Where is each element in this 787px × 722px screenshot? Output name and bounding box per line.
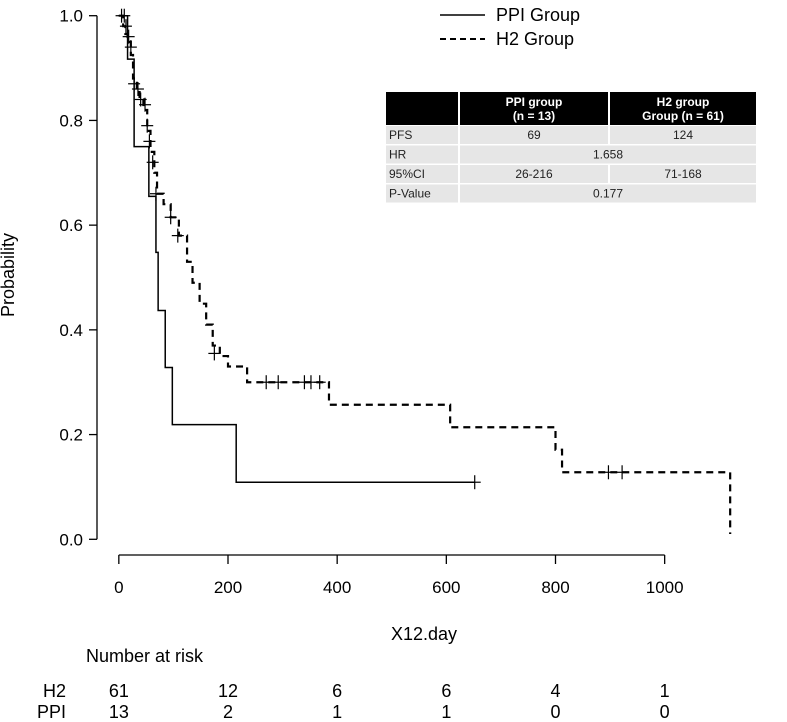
risk-count: 6 <box>332 681 342 701</box>
y-axis: 0.0 0.2 0.4 0.6 0.8 1.0 <box>59 7 98 549</box>
table-cell-bg <box>386 184 458 203</box>
table-cell-merged: 1.658 <box>593 148 623 162</box>
table-rows: PFS 69 124 HR 1.658 95%CI 26-216 71-168 P-Value 0… <box>386 126 756 203</box>
table-cell-bg <box>460 145 756 164</box>
table-row: PFS 69 124 <box>386 126 756 144</box>
table-cell-ppi: 69 <box>527 128 541 142</box>
risk-table-title: Number at risk <box>86 646 204 666</box>
table-row-label: P-Value <box>389 187 431 201</box>
risk-row-ppi: PPI 13 2 1 1 0 0 <box>37 702 670 722</box>
risk-count: 2 <box>223 702 233 722</box>
risk-row-h2: H2 61 12 6 6 4 1 <box>43 681 670 701</box>
y-tick-label: 0.4 <box>59 321 83 340</box>
table-header-ppi-line2: (n = 13) <box>513 109 555 123</box>
table-cell-bg <box>610 165 756 183</box>
table-cell-h2: 71-168 <box>664 167 702 181</box>
risk-count: 0 <box>660 702 670 722</box>
risk-count: 1 <box>441 702 451 722</box>
table-row-label: PFS <box>389 128 412 142</box>
risk-count: 61 <box>109 681 129 701</box>
y-tick-label: 0.6 <box>59 216 83 235</box>
table-row: 95%CI 26-216 71-168 <box>386 165 756 183</box>
series-line-ppi <box>118 14 475 483</box>
legend-label-ppi: PPI Group <box>496 5 580 25</box>
table-cell-ppi: 26-216 <box>515 167 553 181</box>
risk-count: 1 <box>660 681 670 701</box>
risk-count: 1 <box>332 702 342 722</box>
table-cell-bg <box>460 165 608 183</box>
plot-area <box>115 8 732 535</box>
table-row: HR 1.658 <box>386 145 756 164</box>
table-header-h2-line2: Group (n = 61) <box>642 109 724 123</box>
y-tick-label: 0.8 <box>59 111 83 130</box>
table-header-h2-line1: H2 group <box>657 95 710 109</box>
x-tick-label: 800 <box>541 578 569 597</box>
x-tick-label: 0 <box>114 578 123 597</box>
x-tick-label: 400 <box>323 578 351 597</box>
risk-count: 13 <box>109 702 129 722</box>
table-cell-bg <box>386 145 458 164</box>
legend: PPI Group H2 Group <box>440 5 580 49</box>
table-cell-bg <box>460 184 756 203</box>
table-cell-bg <box>610 126 756 144</box>
y-tick-label: 0.2 <box>59 426 83 445</box>
y-axis-title: Probability <box>0 233 18 317</box>
table-cell-h2: 124 <box>673 128 693 142</box>
risk-row-label: H2 <box>43 681 66 701</box>
risk-row-label: PPI <box>37 702 66 722</box>
table-header-ppi-line1: PPI group <box>506 95 563 109</box>
table-row-label: HR <box>389 148 407 162</box>
table-cell-bg <box>460 126 608 144</box>
risk-count: 6 <box>441 681 451 701</box>
summary-table: PPI group (n = 13) H2 group Group (n = 6… <box>386 92 756 203</box>
x-tick-label: 200 <box>214 578 242 597</box>
table-cell-merged: 0.177 <box>593 187 623 201</box>
x-tick-label: 600 <box>432 578 460 597</box>
table-cell-bg <box>386 126 458 144</box>
table-header-bg <box>386 92 756 125</box>
legend-label-h2: H2 Group <box>496 29 574 49</box>
x-axis: 0 200 400 600 800 1000 <box>114 554 684 597</box>
table-row-label: 95%CI <box>389 167 425 181</box>
y-tick-label: 1.0 <box>59 7 83 26</box>
x-axis-title: X12.day <box>391 624 457 644</box>
y-tick-label: 0.0 <box>59 530 83 549</box>
table-row: P-Value 0.177 <box>386 184 756 203</box>
risk-count: 4 <box>550 681 560 701</box>
risk-count: 0 <box>550 702 560 722</box>
table-cell-bg <box>386 165 458 183</box>
risk-count: 12 <box>218 681 238 701</box>
x-tick-label: 1000 <box>646 578 684 597</box>
